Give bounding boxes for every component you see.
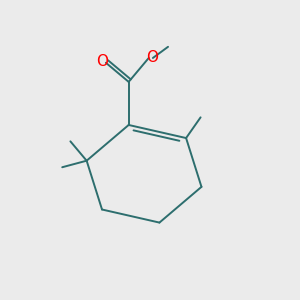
Text: O: O — [96, 54, 108, 69]
Text: O: O — [146, 50, 158, 64]
